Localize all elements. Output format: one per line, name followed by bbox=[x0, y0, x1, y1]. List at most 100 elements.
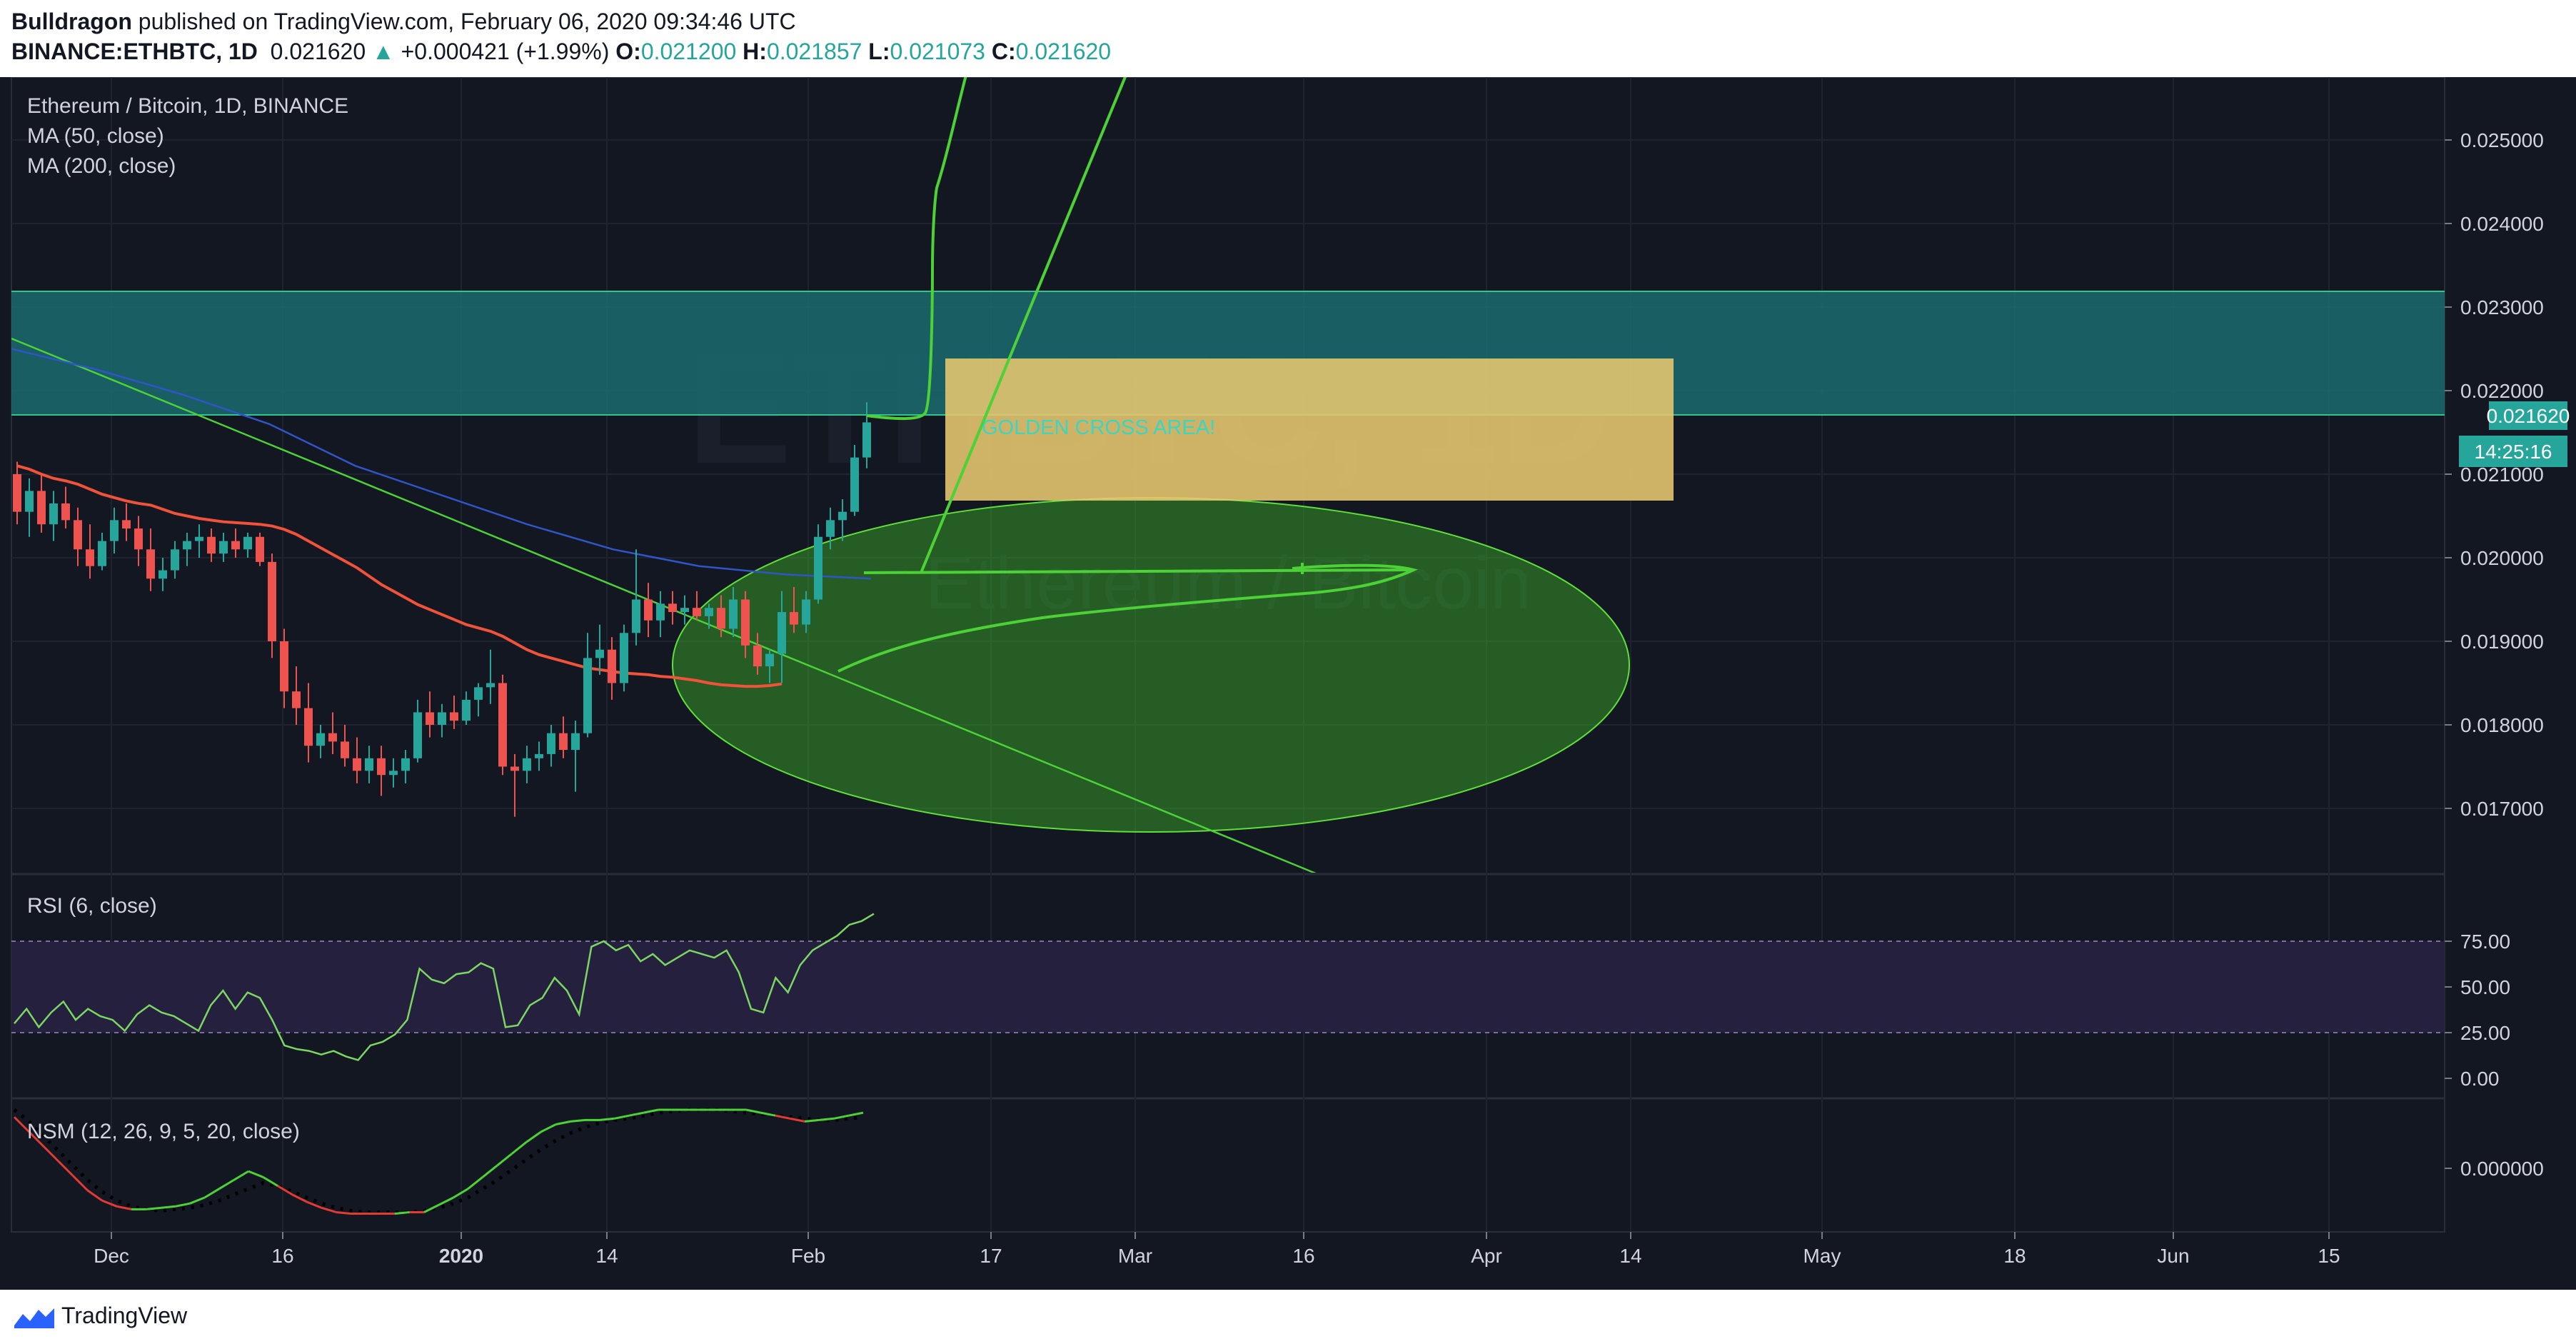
candle-body bbox=[790, 612, 798, 625]
nsm-segment bbox=[745, 1108, 761, 1114]
projection-line[interactable] bbox=[920, 77, 1128, 573]
bar-countdown-text: 14:25:16 bbox=[2475, 441, 2552, 463]
nsm-legend[interactable]: NSM (12, 26, 9, 5, 20, close) bbox=[27, 1120, 300, 1143]
nsm-segment bbox=[467, 1176, 483, 1190]
author-name[interactable]: Bulldragon bbox=[11, 9, 132, 34]
low-label: L: bbox=[868, 39, 890, 64]
nsm-segment bbox=[775, 1114, 790, 1120]
nsm-segment bbox=[57, 1160, 74, 1177]
chart-canvas[interactable]: ETHBTC, 1D Ethereum / Bitcoin GOLDEN CRO… bbox=[0, 77, 2576, 1290]
nsm-segment bbox=[291, 1193, 308, 1203]
candle-body bbox=[523, 758, 531, 771]
high-label: H: bbox=[743, 39, 767, 64]
nsm-segment bbox=[116, 1205, 132, 1210]
current-price-text: 0.021620 bbox=[2487, 405, 2570, 427]
candle-body bbox=[668, 603, 677, 613]
candle-body bbox=[838, 511, 847, 521]
descending-trendline[interactable] bbox=[11, 337, 1324, 877]
golden-cross-box[interactable] bbox=[945, 358, 1674, 501]
candle-body bbox=[61, 503, 70, 521]
price-tick-label: 0.023000 bbox=[2460, 296, 2544, 319]
candle-body bbox=[583, 658, 592, 733]
candle-body bbox=[231, 541, 240, 550]
nsm-segment bbox=[277, 1185, 293, 1196]
ma200-legend[interactable]: MA (200, close) bbox=[27, 154, 176, 178]
symbol-label: BINANCE:ETHBTC, 1D bbox=[11, 39, 258, 64]
candle-body bbox=[729, 599, 738, 629]
candle-body bbox=[680, 608, 689, 613]
rsi-tick-label: 75.00 bbox=[2460, 931, 2510, 953]
nsm-segment bbox=[848, 1111, 864, 1117]
nsm-segment bbox=[790, 1117, 805, 1123]
golden-cross-horizontal[interactable] bbox=[863, 568, 1414, 574]
ma50-legend[interactable]: MA (50, close) bbox=[27, 124, 164, 148]
rsi-tick-label: 25.00 bbox=[2460, 1022, 2510, 1044]
price-axis[interactable]: 0.025000 0.024000 0.023000 0.022000 0.021000… bbox=[2445, 129, 2544, 820]
rsi-tick-label: 0.00 bbox=[2460, 1068, 2500, 1090]
time-tick-label: 16 bbox=[1292, 1245, 1314, 1267]
candle-body bbox=[98, 541, 106, 566]
candle-body bbox=[49, 503, 58, 525]
candle-body bbox=[401, 758, 410, 771]
time-tick-label: Apr bbox=[1471, 1245, 1502, 1267]
time-tick-label: Dec bbox=[94, 1245, 129, 1267]
golden-cross-label[interactable]: GOLDEN CROSS AREA! bbox=[982, 416, 1215, 439]
candle-body bbox=[219, 541, 228, 554]
nsm-segment bbox=[570, 1118, 585, 1123]
nsm-segment bbox=[482, 1164, 498, 1178]
candle-body bbox=[474, 687, 483, 700]
price-tick-label: 0.020000 bbox=[2460, 547, 2544, 569]
nsm-tick-label: 0.000000 bbox=[2460, 1158, 2544, 1180]
nsm-segment bbox=[28, 1130, 45, 1148]
time-tick-label: 18 bbox=[2003, 1245, 2026, 1267]
bar-countdown-label[interactable] bbox=[2459, 436, 2567, 467]
nsm-segment bbox=[496, 1153, 513, 1167]
nsm-segment bbox=[540, 1123, 557, 1133]
nsm-segment bbox=[71, 1175, 89, 1191]
candle-body bbox=[862, 422, 871, 458]
candle-body bbox=[717, 608, 725, 629]
candle-body bbox=[644, 599, 653, 621]
low-value: 0.021073 bbox=[890, 39, 985, 64]
candle-body bbox=[304, 708, 313, 746]
candle-body bbox=[243, 536, 252, 550]
candle-body bbox=[753, 645, 762, 667]
nsm-segment bbox=[146, 1206, 161, 1210]
price-tick-label: 0.017000 bbox=[2460, 798, 2544, 820]
publish-header: Bulldragon published on TradingView.com,… bbox=[0, 0, 2576, 77]
tradingview-brand[interactable]: TradingView bbox=[61, 1303, 188, 1328]
price-tick-label: 0.019000 bbox=[2460, 631, 2544, 653]
candle-body bbox=[826, 520, 835, 537]
candle-body bbox=[365, 758, 373, 771]
ma200-line bbox=[11, 348, 872, 580]
nsm-segment bbox=[262, 1176, 278, 1187]
rsi-legend[interactable]: RSI (6, close) bbox=[27, 894, 157, 918]
nsm-axis[interactable]: 0.000000 bbox=[2445, 1158, 2544, 1180]
candle-body bbox=[377, 758, 386, 776]
projection-curve[interactable] bbox=[866, 77, 978, 421]
nsm-segment bbox=[321, 1206, 337, 1213]
candle-body bbox=[86, 549, 94, 566]
nsm-segment bbox=[438, 1196, 454, 1206]
time-tick-label: 16 bbox=[271, 1245, 293, 1267]
nsm-segment bbox=[248, 1170, 264, 1178]
time-axis[interactable]: Dec 16 2020 14 Feb 17 Mar 16 Apr 14 May 18 Jun 15 bbox=[94, 1232, 2340, 1267]
current-price-label[interactable] bbox=[2489, 401, 2567, 430]
projection-drawings[interactable] bbox=[837, 77, 1418, 673]
chart-title-legend[interactable]: Ethereum / Bitcoin, 1D, BINANCE bbox=[27, 94, 348, 118]
candle-body bbox=[510, 766, 519, 771]
candle-body bbox=[547, 733, 555, 754]
candle-body bbox=[74, 520, 82, 550]
candle-body bbox=[620, 633, 628, 683]
nsm-segment bbox=[614, 1114, 630, 1120]
candle-body bbox=[814, 536, 822, 600]
candle-body bbox=[256, 536, 264, 562]
candle-body bbox=[705, 608, 713, 616]
candle-body bbox=[341, 741, 349, 758]
nsm-segment bbox=[86, 1189, 103, 1202]
tradingview-logo-icon[interactable] bbox=[13, 1304, 57, 1330]
candle-body bbox=[656, 603, 665, 621]
candle-body bbox=[353, 758, 361, 771]
projected-ma50-curve[interactable] bbox=[837, 563, 1418, 673]
